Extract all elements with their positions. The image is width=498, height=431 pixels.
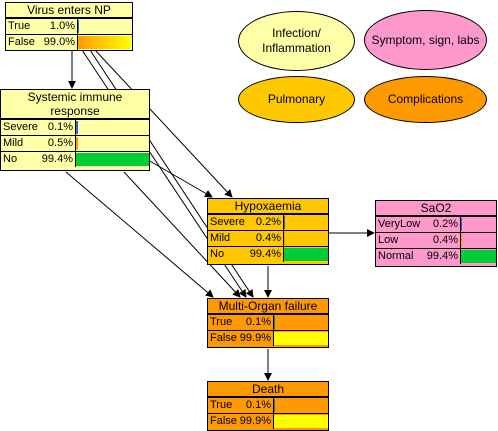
- state-bar: [76, 153, 149, 166]
- legend-symptom: Symptom, sign, labs: [364, 10, 487, 70]
- state-row: True 0.1%: [208, 397, 328, 413]
- state-label: True: [210, 316, 233, 328]
- state-pct: 0.1%: [47, 121, 73, 133]
- node-virus[interactable]: Virus enters NP True 1.0% False 99.0%: [5, 2, 133, 51]
- node-mof-title: Multi-Organ failure: [208, 299, 328, 314]
- state-label: Severe: [3, 121, 38, 133]
- edge-virus-hypox: [94, 49, 233, 198]
- node-immune[interactable]: Systemic immune response Severe 0.1% Mil…: [0, 89, 150, 171]
- state-bar-cell: [273, 398, 328, 413]
- state-bar-cell: [283, 247, 328, 262]
- state-bar: [284, 216, 286, 229]
- state-label: False: [210, 415, 237, 427]
- state-pct: 99.0%: [43, 36, 75, 48]
- state-row: False 99.9%: [208, 413, 328, 429]
- state-row: No 99.4%: [1, 151, 149, 167]
- state-bar-cell: [273, 315, 328, 330]
- state-row: True 1.0%: [6, 18, 132, 34]
- node-hypoxaemia[interactable]: Hypoxaemia Severe 0.2% Mild 0.4% No 99.4…: [207, 198, 329, 265]
- state-label: Severe: [210, 216, 245, 228]
- state-row: Mild 0.4%: [208, 230, 328, 246]
- state-bar: [461, 218, 462, 231]
- state-bar: [76, 121, 78, 134]
- edge-immune-mof: [123, 171, 241, 298]
- state-bar: [76, 137, 78, 150]
- state-row: Severe 0.1%: [1, 119, 149, 135]
- legend-complications: Complications: [364, 76, 487, 123]
- state-bar: [461, 250, 496, 263]
- state-row: No 99.4%: [208, 246, 328, 262]
- state-bar-cell: [75, 120, 149, 135]
- state-bar: [78, 20, 80, 33]
- state-bar-cell: [75, 136, 149, 151]
- state-bar: [274, 316, 276, 329]
- state-pct: 0.1%: [245, 316, 271, 328]
- state-bar: [274, 415, 328, 428]
- state-bar-cell: [75, 152, 149, 167]
- node-death-title: Death: [208, 382, 328, 397]
- state-bar: [461, 234, 462, 247]
- state-bar-cell: [460, 249, 496, 264]
- state-label: VeryLow: [378, 218, 421, 230]
- state-row: Severe 0.2%: [208, 214, 328, 230]
- state-bar-cell: [273, 331, 328, 346]
- state-row: True 0.1%: [208, 314, 328, 330]
- legend-complications-label: Complications: [387, 92, 464, 106]
- state-pct: 0.2%: [255, 216, 281, 228]
- legend-pulmonary-label: Pulmonary: [267, 92, 326, 106]
- state-bar-cell: [460, 217, 496, 232]
- state-label: True: [210, 399, 233, 411]
- state-bar: [78, 36, 132, 49]
- state-row: VeryLow 0.2%: [376, 216, 496, 232]
- state-row: False 99.9%: [208, 330, 328, 346]
- state-pct: 99.4%: [426, 250, 458, 262]
- edge-immune-hypox: [147, 159, 213, 198]
- state-row: Normal 99.4%: [376, 248, 496, 264]
- state-label: No: [210, 248, 225, 260]
- edge-immune-death: [65, 171, 214, 298]
- state-bar: [274, 399, 276, 412]
- node-immune-title: Systemic immune response: [1, 90, 149, 119]
- state-bar: [274, 332, 328, 345]
- state-bar-cell: [283, 231, 328, 246]
- state-label: Normal: [378, 250, 414, 262]
- state-pct: 0.5%: [47, 137, 73, 149]
- node-death[interactable]: Death True 0.1% False 99.9%: [207, 381, 329, 431]
- state-pct: 99.4%: [41, 153, 73, 165]
- state-bar-cell: [460, 233, 496, 248]
- state-bar-cell: [77, 19, 132, 34]
- node-sao2-title: SaO2: [376, 201, 496, 216]
- legend-symptom-label: Symptom, sign, labs: [371, 32, 480, 47]
- legend-infection-label: Infection/ Inflammation: [262, 26, 331, 55]
- node-hypoxaemia-title: Hypoxaemia: [208, 199, 328, 214]
- node-virus-title: Virus enters NP: [6, 3, 132, 18]
- state-pct: 99.9%: [239, 332, 271, 344]
- state-label: Low: [378, 234, 399, 246]
- legend-pulmonary: Pulmonary: [238, 76, 355, 123]
- state-pct: 0.4%: [255, 232, 281, 244]
- state-pct: 99.9%: [239, 415, 271, 427]
- state-row: Low 0.4%: [376, 232, 496, 248]
- state-bar-cell: [77, 35, 132, 50]
- state-label: False: [8, 36, 35, 48]
- state-row: False 99.0%: [6, 34, 132, 50]
- state-label: False: [210, 332, 237, 344]
- node-multi-organ-failure[interactable]: Multi-Organ failure True 0.1% False 99.9…: [207, 298, 329, 348]
- state-bar-cell: [283, 215, 328, 230]
- node-sao2[interactable]: SaO2 VeryLow 0.2% Low 0.4% Normal 99.4%: [375, 200, 497, 267]
- state-label: Mild: [210, 232, 231, 244]
- state-pct: 0.1%: [245, 399, 271, 411]
- state-pct: 0.4%: [432, 234, 458, 246]
- state-bar: [284, 248, 328, 261]
- state-label: Mild: [3, 137, 24, 149]
- state-pct: 99.4%: [249, 248, 281, 260]
- legend-infection: Infection/ Inflammation: [238, 11, 355, 71]
- state-label: True: [8, 20, 31, 32]
- state-bar: [284, 232, 286, 245]
- state-bar-cell: [273, 414, 328, 429]
- state-label: No: [3, 153, 18, 165]
- state-pct: 0.2%: [432, 218, 458, 230]
- state-row: Mild 0.5%: [1, 135, 149, 151]
- state-pct: 1.0%: [49, 20, 75, 32]
